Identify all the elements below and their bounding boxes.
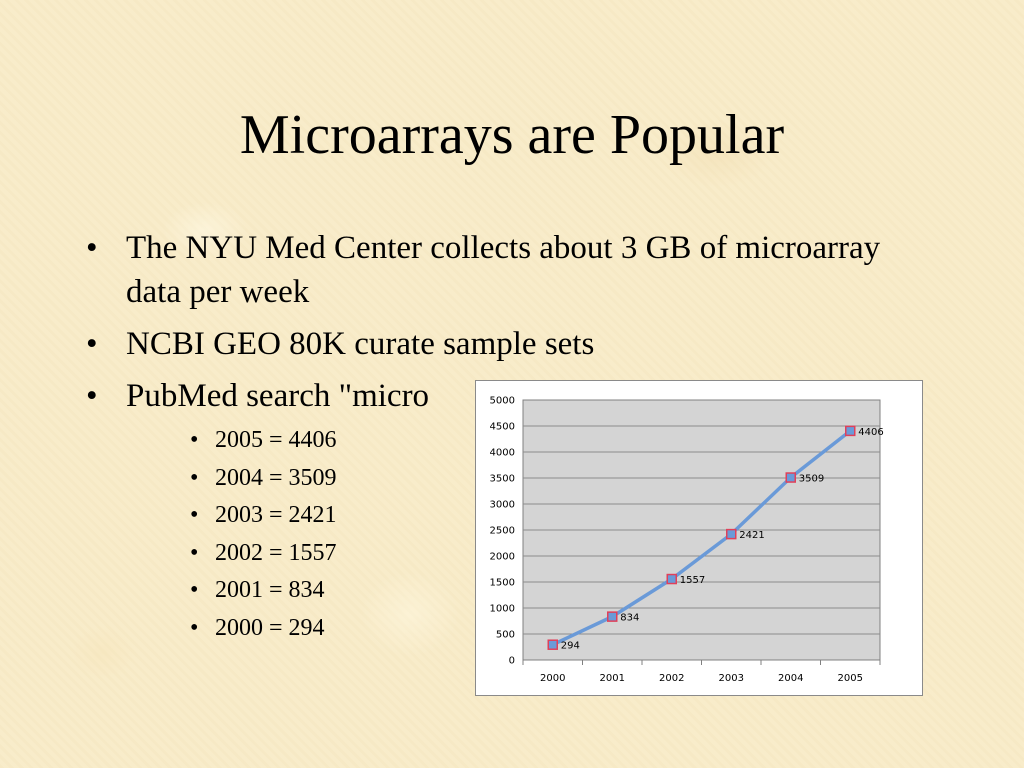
data-point [547,639,558,650]
bullet-glyph: • [190,502,199,528]
sub-bullet-text: 2001 = 834 [215,577,325,603]
x-tick-label: 2004 [778,673,803,684]
sub-bullet-list: • 2005 = 4406 • 2004 = 3509 • 2003 = 2421 •… [190,422,337,647]
y-tick-label: 1000 [490,604,515,615]
bullet-item: • NCBI GEO 80K curate sample sets [86,322,886,366]
y-tick-label: 500 [496,630,515,641]
sub-bullet-item: • 2003 = 2421 [190,497,337,535]
y-tick-label: 5000 [490,396,515,407]
y-tick-label: 3500 [490,474,515,485]
sub-bullet-text: 2004 = 3509 [215,464,337,491]
sub-bullet-item: • 2004 = 3509 [190,460,337,498]
bullet-glyph: • [190,577,199,603]
sub-bullet-item: • 2005 = 4406 [190,422,337,460]
sub-bullet-text: 2002 = 1557 [215,539,337,566]
sub-bullet-item: • 2002 = 1557 [190,535,337,573]
data-label: 294 [561,641,580,652]
y-tick-label: 3000 [490,500,515,511]
data-point [607,611,618,622]
sub-bullet-text: 2005 = 4406 [215,427,337,453]
chart-svg: 0 500 1000 1500 2000 2500 3000 3500 4000 4500 5000… [490,396,884,685]
y-tick-label: 0 [509,656,515,667]
bullet-glyph: • [86,230,98,266]
series-line [552,429,852,647]
x-tick-label: 2003 [719,673,744,684]
data-label: 1557 [680,575,705,586]
bullet-glyph: • [190,614,199,641]
data-label: 3509 [799,474,824,485]
data-label: 4406 [858,427,883,438]
bullet-text: PubMed search "micro [126,378,430,414]
data-point [726,528,737,540]
x-tick-label: 2002 [659,673,684,684]
y-tick-label: 2500 [490,526,515,537]
bullet-list: • The NYU Med Center collects about 3 GB … [86,226,886,418]
data-point [845,425,856,437]
bullet-text: NCBI GEO 80K curate sample sets [126,326,595,362]
slide-title: Microarrays are Popular [239,104,785,166]
bullet-glyph: • [190,539,199,566]
data-label: 2421 [739,530,764,541]
sub-bullet-text: 2000 = 294 [215,614,325,641]
bullet-item: • PubMed search "micro [86,374,886,418]
data-point [666,573,677,585]
y-tick-label: 2000 [490,552,515,563]
x-tick-label: 2001 [600,673,625,684]
y-tick-label: 4000 [490,448,515,459]
sub-bullet-text: 2003 = 2421 [215,502,337,528]
y-tick-label: 1500 [490,578,515,589]
sub-bullet-item: • 2000 = 294 [190,610,337,648]
data-label: 834 [620,613,639,624]
sub-bullet-item: • 2001 = 834 [190,572,337,610]
line-chart: 0 500 1000 1500 2000 2500 3000 3500 4000 4500 5000… [475,380,923,696]
bullet-text: The NYU Med Center collects about 3 GB o… [126,230,881,310]
bullet-item: • The NYU Med Center collects about 3 GB … [86,226,886,314]
bullet-glyph: • [86,378,98,414]
bullet-glyph: • [190,464,199,491]
data-point [785,472,796,483]
bullet-glyph: • [190,427,199,453]
x-tick-label: 2005 [838,673,863,684]
x-tick-label: 2000 [540,673,565,684]
y-tick-label: 4500 [490,422,515,433]
bullet-glyph: • [86,326,98,362]
